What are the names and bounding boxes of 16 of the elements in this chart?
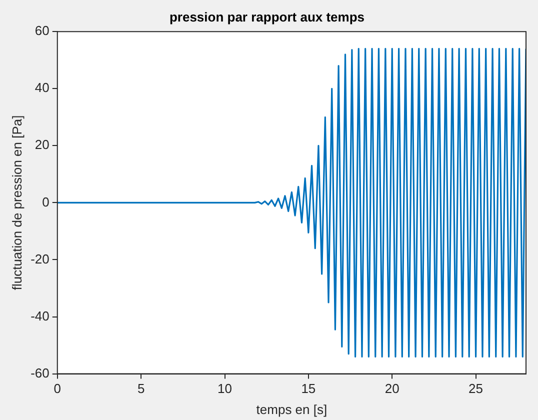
y-tick-label: 60 <box>34 23 50 38</box>
y-tick-label: -20 <box>30 251 50 266</box>
x-tick-label: 15 <box>301 381 316 396</box>
x-tick-label: 10 <box>218 381 232 396</box>
y-tick-label: 40 <box>34 80 50 96</box>
y-tick-label: 0 <box>42 194 50 210</box>
y-axis-title: fluctuation de pression en [Pa] <box>9 115 24 290</box>
x-axis-title: temps en [s] <box>256 402 328 417</box>
x-tick-label: 5 <box>137 381 145 396</box>
y-tick-label: 20 <box>34 137 50 152</box>
x-tick-label: 20 <box>384 381 400 396</box>
x-tick-label: 0 <box>54 381 62 396</box>
x-tick-label: 25 <box>468 381 484 396</box>
y-tick-label: -60 <box>30 365 50 380</box>
chart-title: pression par rapport aux temps <box>169 9 365 24</box>
y-tick-label: -40 <box>30 308 50 324</box>
